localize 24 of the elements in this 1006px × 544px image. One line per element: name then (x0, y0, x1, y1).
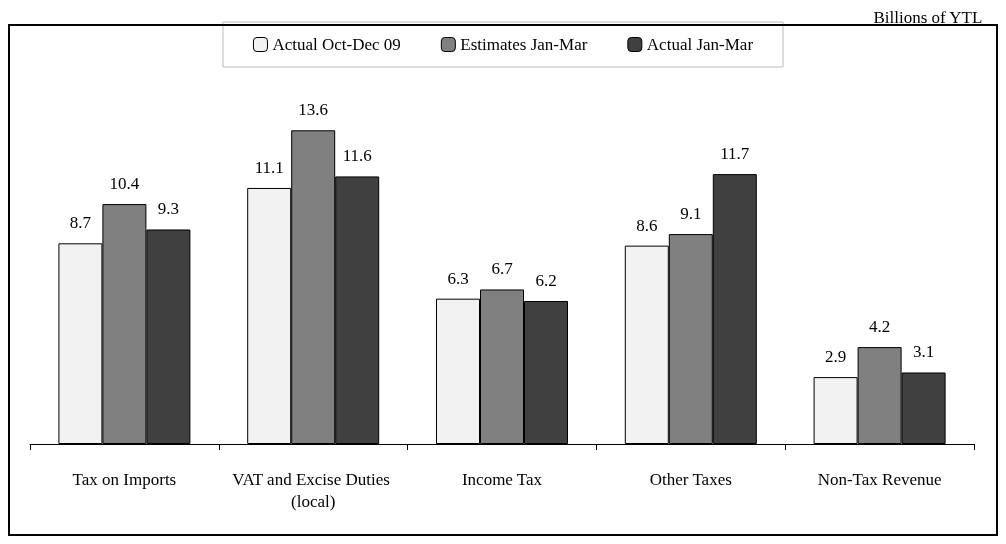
data-label: 2.9 (824, 347, 847, 367)
legend-label: Estimates Jan-Mar (460, 35, 588, 54)
data-label: 10.4 (109, 174, 140, 194)
legend-label: Actual Oct-Dec 09 (272, 35, 401, 54)
x-tick-label: Other Taxes (649, 469, 732, 489)
data-label: 4.2 (868, 317, 891, 337)
legend-label: Actual Jan-Mar (646, 35, 754, 54)
data-label: 13.6 (298, 100, 329, 120)
x-tick-label: VAT and Excise Duties (local) (232, 469, 395, 511)
data-label: 11.1 (254, 157, 284, 177)
data-label: 6.7 (491, 259, 514, 279)
data-label: 6.2 (535, 270, 557, 290)
data-label: 8.7 (69, 213, 92, 233)
data-label: 3.1 (912, 342, 935, 362)
x-tick-label: Income Tax (461, 469, 543, 489)
chart-subtitle: Billions of YTL (873, 8, 983, 27)
x-tick-label: Tax on Imports (72, 469, 177, 489)
data-label: 11.6 (342, 146, 372, 166)
data-label: 9.1 (680, 204, 702, 224)
data-label: 6.3 (447, 268, 469, 288)
data-label: 8.6 (636, 215, 658, 235)
x-tick-label: Non-Tax Revenue (817, 469, 942, 489)
data-label: 11.7 (720, 144, 750, 164)
data-label: 9.3 (157, 199, 180, 219)
